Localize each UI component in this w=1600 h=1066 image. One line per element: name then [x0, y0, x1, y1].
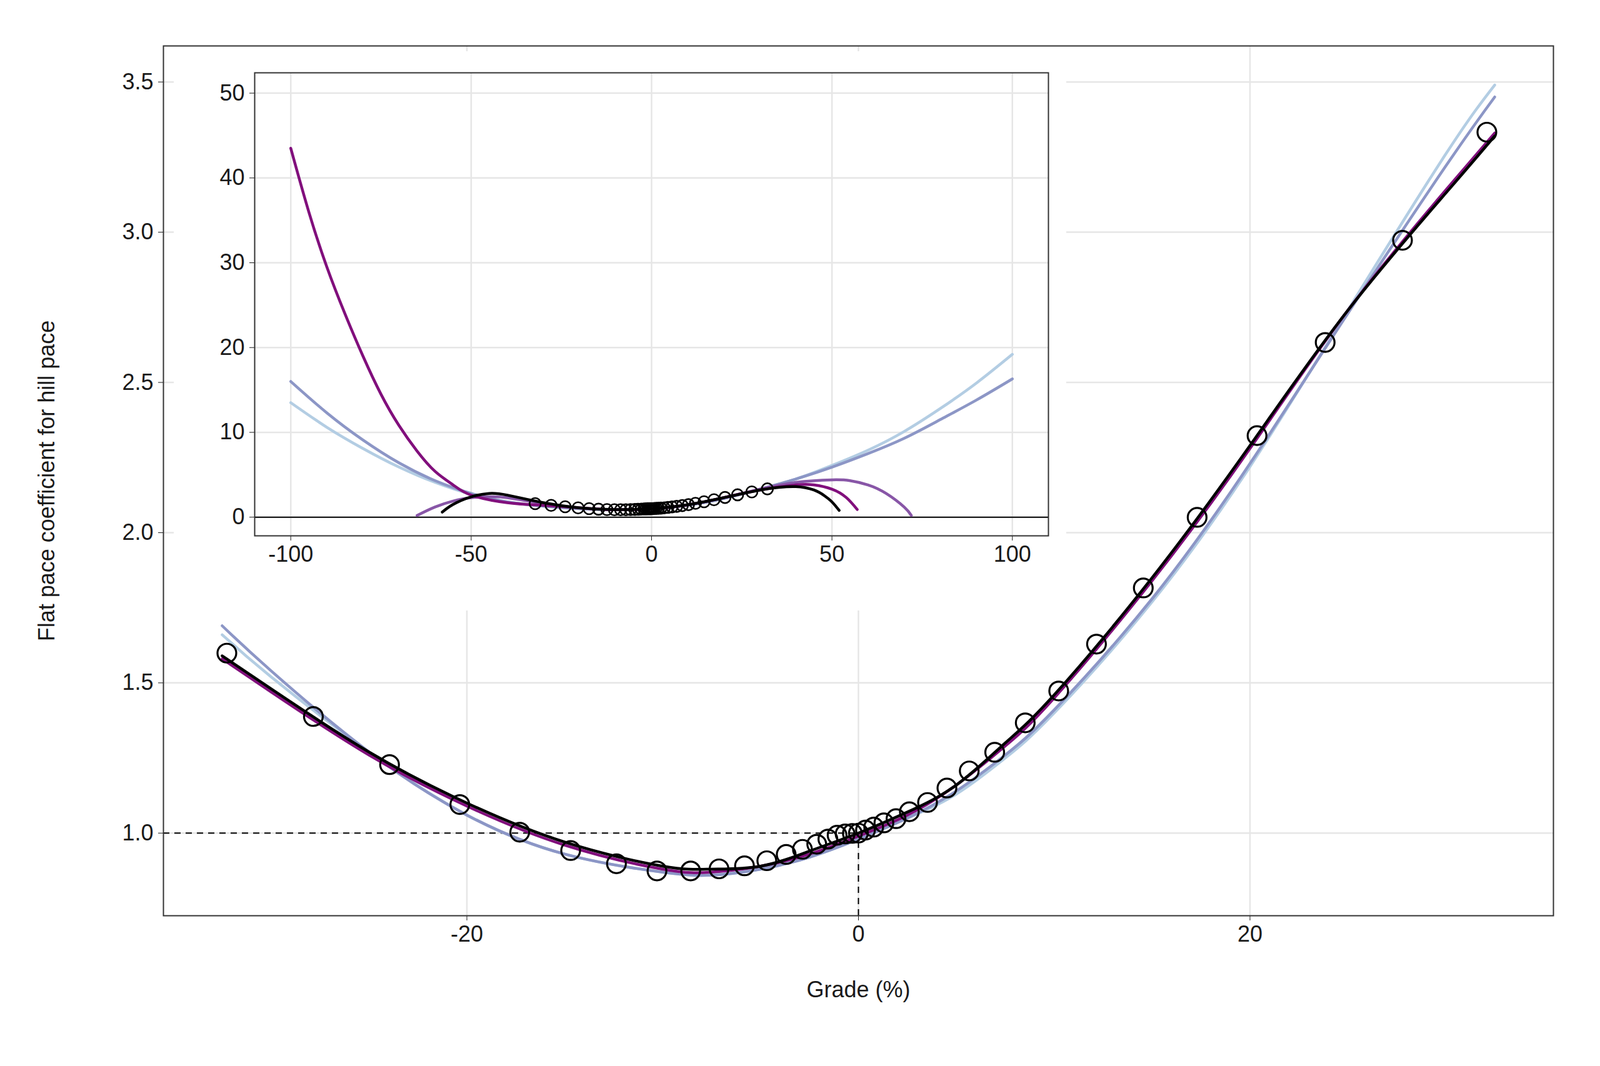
svg-text:3.0: 3.0 — [121, 218, 154, 245]
svg-text:10: 10 — [219, 418, 245, 445]
svg-text:20: 20 — [1237, 921, 1263, 947]
svg-text:50: 50 — [819, 541, 845, 567]
svg-text:50: 50 — [219, 80, 245, 106]
svg-text:-20: -20 — [450, 921, 484, 947]
svg-text:3.5: 3.5 — [121, 68, 154, 95]
svg-text:Grade (%): Grade (%) — [806, 976, 910, 1003]
svg-text:1.5: 1.5 — [121, 669, 154, 695]
svg-text:2.5: 2.5 — [121, 369, 154, 395]
svg-text:0: 0 — [645, 541, 658, 567]
svg-text:0: 0 — [851, 921, 865, 947]
svg-text:0: 0 — [231, 503, 245, 530]
svg-text:-100: -100 — [268, 541, 314, 567]
svg-text:40: 40 — [219, 164, 245, 190]
svg-text:Flat pace coefficient for hill: Flat pace coefficient for hill pace — [33, 320, 60, 642]
svg-text:1.0: 1.0 — [121, 820, 154, 846]
svg-text:-50: -50 — [455, 541, 488, 567]
svg-text:100: 100 — [993, 541, 1032, 567]
svg-text:20: 20 — [219, 334, 245, 360]
svg-text:30: 30 — [219, 249, 245, 275]
svg-text:2.0: 2.0 — [121, 519, 154, 545]
